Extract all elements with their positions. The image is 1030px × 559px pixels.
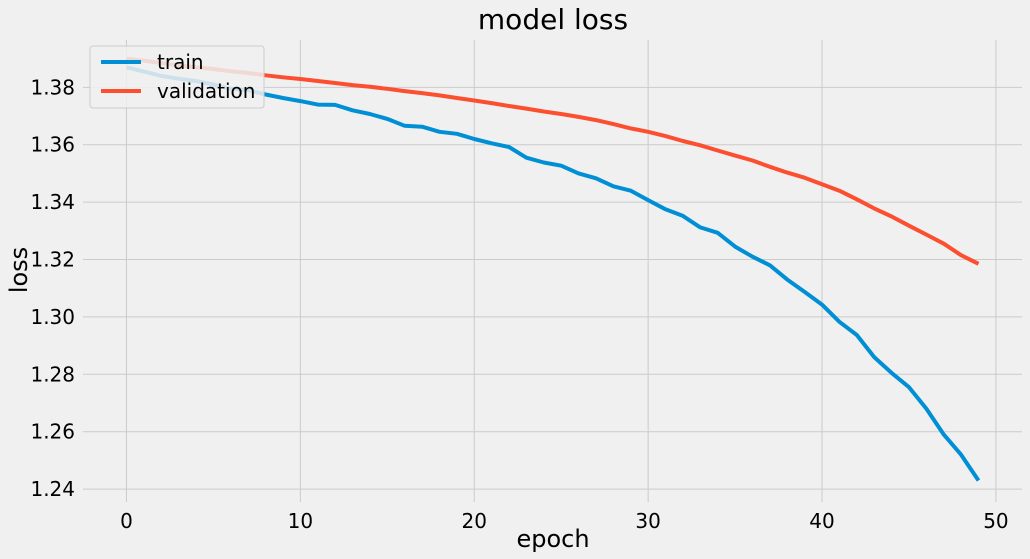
series-line-validation — [126, 56, 980, 266]
x-tick-label: 20 — [462, 509, 487, 533]
y-tick-label: 1.24 — [30, 477, 75, 501]
y-tick-label: 1.38 — [30, 75, 75, 99]
chart-title: model loss — [478, 3, 628, 36]
x-tick-label: 0 — [120, 509, 133, 533]
y-tick-label: 1.28 — [30, 362, 75, 386]
y-tick-label: 1.36 — [30, 133, 75, 157]
legend-label-train: train — [157, 50, 204, 74]
x-tick-label: 50 — [983, 509, 1008, 533]
y-tick-label: 1.26 — [30, 420, 75, 444]
y-axis-label: loss — [5, 247, 33, 293]
y-tick-label: 1.32 — [30, 248, 75, 272]
y-tick-label: 1.30 — [30, 305, 75, 329]
series-line-train — [126, 65, 981, 482]
x-axis-label: epoch — [516, 525, 589, 553]
legend: train validation — [89, 45, 265, 109]
legend-label-validation: validation — [157, 79, 255, 103]
x-tick-label: 10 — [288, 509, 313, 533]
x-tick-labels: 0 10 20 30 40 50 — [120, 509, 1009, 533]
y-tick-label: 1.34 — [30, 190, 75, 214]
x-tick-label: 40 — [809, 509, 834, 533]
series-lines — [126, 56, 981, 482]
y-tick-labels: 1.24 1.26 1.28 1.30 1.32 1.34 1.36 1.38 — [30, 75, 75, 501]
x-tick-label: 30 — [635, 509, 660, 533]
